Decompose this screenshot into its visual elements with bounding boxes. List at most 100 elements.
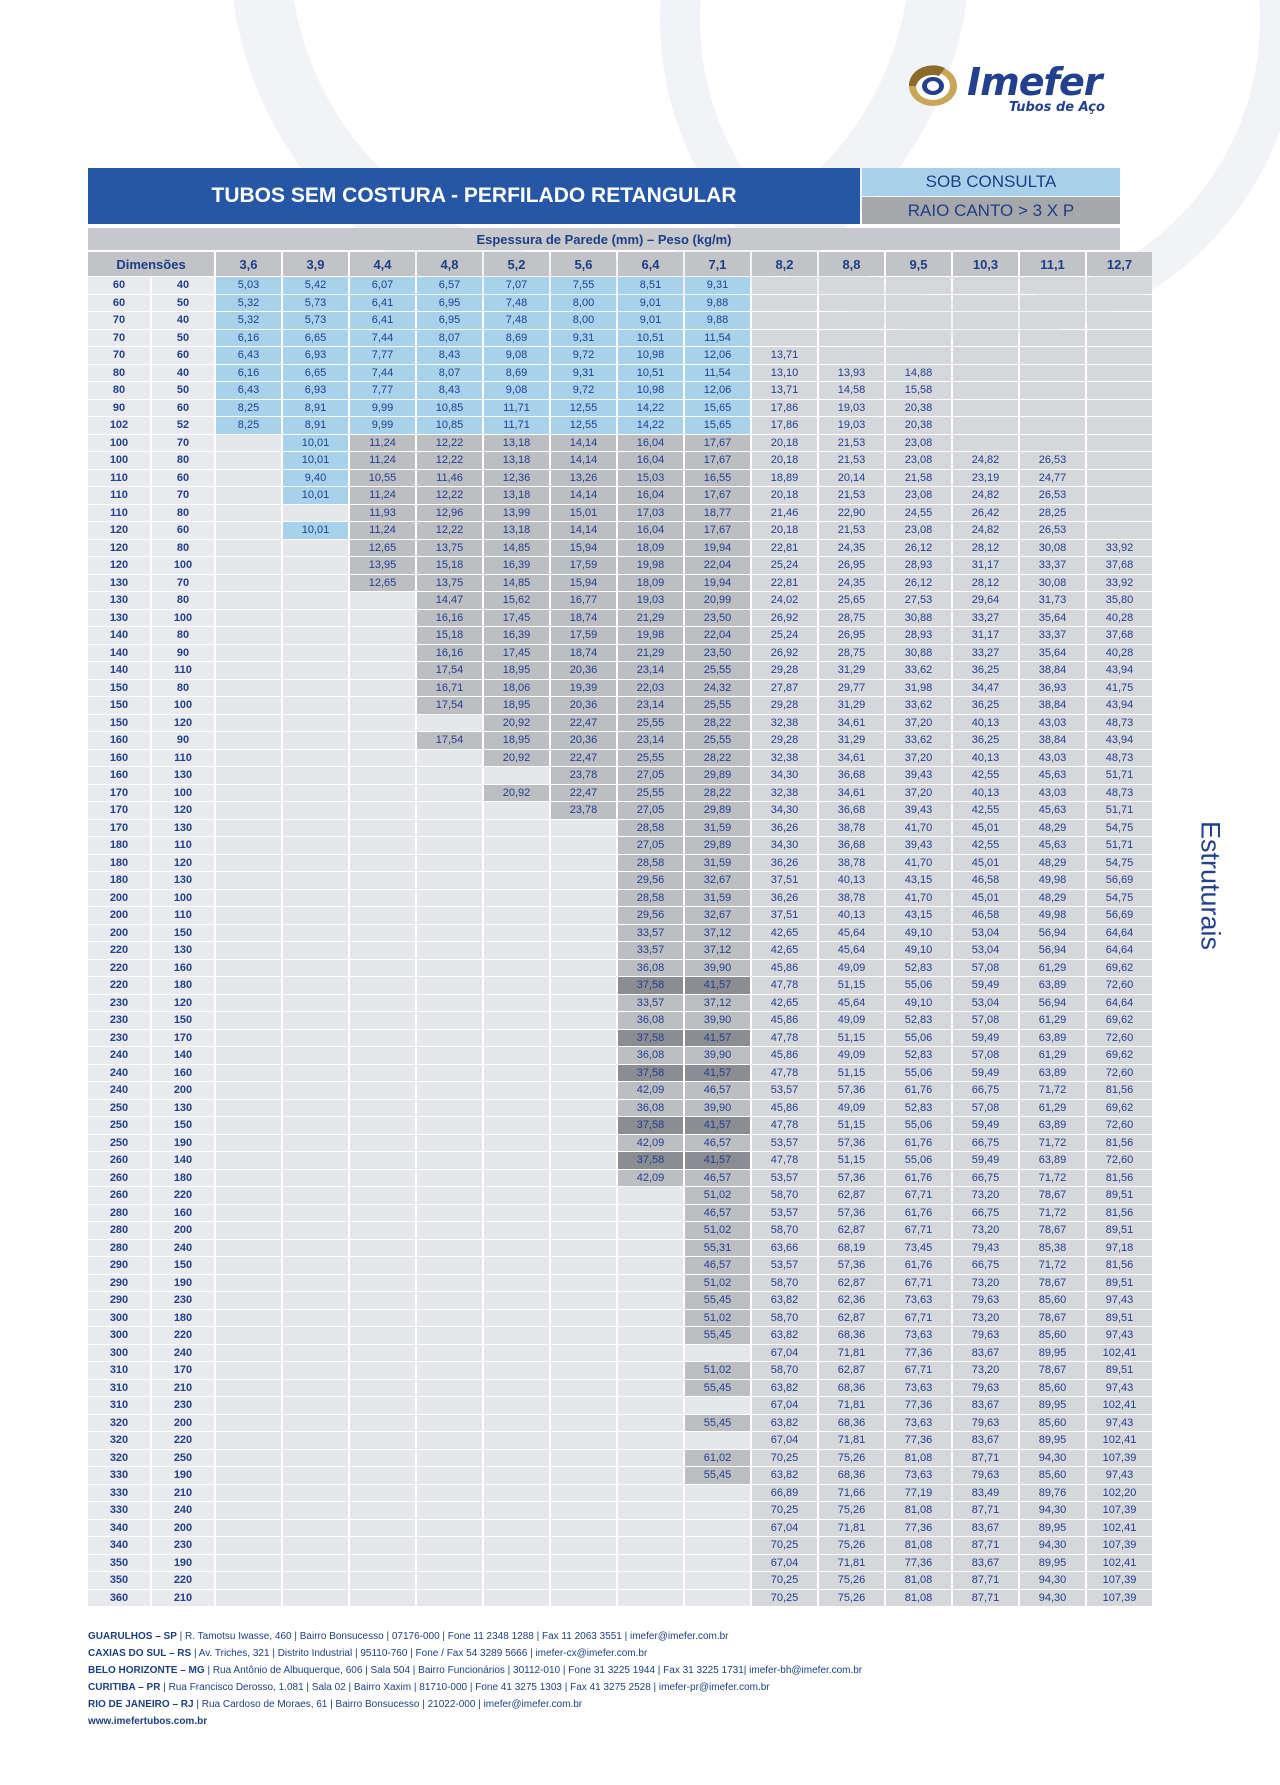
weight-cell: 29,77: [819, 679, 884, 696]
dimension-b: 80: [152, 539, 214, 556]
weight-cell: 43,03: [1020, 784, 1085, 801]
weight-cell: 45,86: [752, 1012, 817, 1029]
table-row: 100 80 10,01 11,24 12,22 13,18 14,14 16,04 17,67…: [88, 452, 1152, 469]
weight-cell: 20,36: [551, 697, 616, 714]
dimension-b: 220: [152, 1187, 214, 1204]
table-row: 130 70 12,65 13,75 14,85 15,94 18,09 19,94 22,81…: [88, 574, 1152, 591]
weight-cell: 6,16: [216, 364, 281, 381]
weight-cell: [953, 364, 1018, 381]
dimension-a: 180: [88, 872, 150, 889]
weight-cell: [417, 1554, 482, 1571]
dimension-a: 110: [88, 487, 150, 504]
weight-cell: 35,64: [1020, 609, 1085, 626]
dimension-a: 360: [88, 1589, 150, 1606]
weight-cell: [283, 1537, 348, 1554]
weight-cell: 37,58: [618, 977, 683, 994]
weight-cell: 36,25: [953, 732, 1018, 749]
dimension-a: 100: [88, 434, 150, 451]
weight-cell: 7,44: [350, 364, 415, 381]
dimension-b: 240: [152, 1344, 214, 1361]
dimension-b: 200: [152, 1414, 214, 1431]
weight-cell: [551, 1449, 616, 1466]
weight-cell: 34,61: [819, 714, 884, 731]
weight-cell: 17,67: [685, 487, 750, 504]
weight-cell: 17,54: [417, 697, 482, 714]
weight-cell: 13,10: [752, 364, 817, 381]
dimension-b: 230: [152, 1292, 214, 1309]
weight-cell: [953, 434, 1018, 451]
weight-cell: [484, 1292, 549, 1309]
weight-cell: 14,22: [618, 417, 683, 434]
weight-cell: [551, 1589, 616, 1606]
weight-cell: [350, 1152, 415, 1169]
weight-cell: [350, 1082, 415, 1099]
dimension-a: 310: [88, 1397, 150, 1414]
dimension-b: 100: [152, 784, 214, 801]
weight-cell: 40,13: [819, 907, 884, 924]
weight-cell: 24,32: [685, 679, 750, 696]
dimension-a: 340: [88, 1519, 150, 1536]
weight-cell: 39,90: [685, 1047, 750, 1064]
weight-cell: 14,47: [417, 592, 482, 609]
weight-cell: 29,28: [752, 697, 817, 714]
footer-address: | Rua Francisco Derosso, 1.081 | Sala 02…: [160, 1682, 770, 1693]
weight-cell: 6,07: [350, 277, 415, 294]
weight-cell: 61,76: [886, 1169, 951, 1186]
weight-cell: 42,65: [752, 924, 817, 941]
dimension-b: 170: [152, 1362, 214, 1379]
weight-cell: 71,81: [819, 1554, 884, 1571]
weight-cell: [417, 1502, 482, 1519]
weight-cell: [350, 1134, 415, 1151]
weight-cell: 77,36: [886, 1397, 951, 1414]
weight-cell: 15,65: [685, 417, 750, 434]
weight-cell: 7,07: [484, 277, 549, 294]
weight-cell: 72,60: [1087, 977, 1152, 994]
weight-cell: 70,25: [752, 1572, 817, 1589]
weight-cell: 28,75: [819, 644, 884, 661]
weight-cell: [551, 1292, 616, 1309]
weight-cell: 70,25: [752, 1449, 817, 1466]
weight-cell: 39,90: [685, 1099, 750, 1116]
weight-cell: 34,47: [953, 679, 1018, 696]
weight-cell: 57,08: [953, 1012, 1018, 1029]
weight-cell: 30,08: [1020, 539, 1085, 556]
table-row: 70 50 6,16 6,65 7,44 8,07 8,69 9,31 10,51 11,54: [88, 329, 1152, 346]
weight-cell: 81,08: [886, 1449, 951, 1466]
weight-cell: 72,60: [1087, 1117, 1152, 1134]
weight-cell: 89,51: [1087, 1309, 1152, 1326]
weight-cell: [216, 469, 281, 486]
weight-cell: 87,71: [953, 1449, 1018, 1466]
weight-cell: 63,89: [1020, 1117, 1085, 1134]
weight-cell: [417, 994, 482, 1011]
weight-cell: 89,76: [1020, 1484, 1085, 1501]
weight-cell: 15,62: [484, 592, 549, 609]
weight-cell: 43,15: [886, 907, 951, 924]
weight-cell: 10,01: [283, 522, 348, 539]
weight-cell: [618, 1484, 683, 1501]
weight-cell: [350, 1239, 415, 1256]
weight-cell: 36,25: [953, 697, 1018, 714]
weight-cell: [216, 977, 281, 994]
website-link[interactable]: www.imefertubos.com.br: [88, 1716, 208, 1727]
table-row: 130 80 14,47 15,62 16,77 19,03 20,99 24,02 25,65…: [88, 592, 1152, 609]
weight-cell: 13,18: [484, 487, 549, 504]
weight-cell: 38,78: [819, 889, 884, 906]
dimension-b: 230: [152, 1397, 214, 1414]
weight-cell: [484, 1274, 549, 1291]
weight-cell: [350, 1274, 415, 1291]
weight-cell: 26,92: [752, 609, 817, 626]
weight-cell: 11,93: [350, 504, 415, 521]
table-row: 120 60 10,01 11,24 12,22 13,18 14,14 16,04 17,67…: [88, 522, 1152, 539]
dimension-b: 170: [152, 1029, 214, 1046]
weight-cell: [283, 784, 348, 801]
weight-cell: 39,43: [886, 802, 951, 819]
dimension-a: 150: [88, 714, 150, 731]
weight-cell: [283, 1047, 348, 1064]
table-row: 130 100 16,16 17,45 18,74 21,29 23,50 26,92 28,7…: [88, 609, 1152, 626]
weight-cell: 13,93: [819, 364, 884, 381]
weight-cell: [484, 872, 549, 889]
dimension-a: 300: [88, 1309, 150, 1326]
weight-cell: 12,36: [484, 469, 549, 486]
weight-cell: [350, 1362, 415, 1379]
table-row: 340 200 67,04 71,81 77,36 83,67 89,95 102,41: [88, 1519, 1152, 1536]
